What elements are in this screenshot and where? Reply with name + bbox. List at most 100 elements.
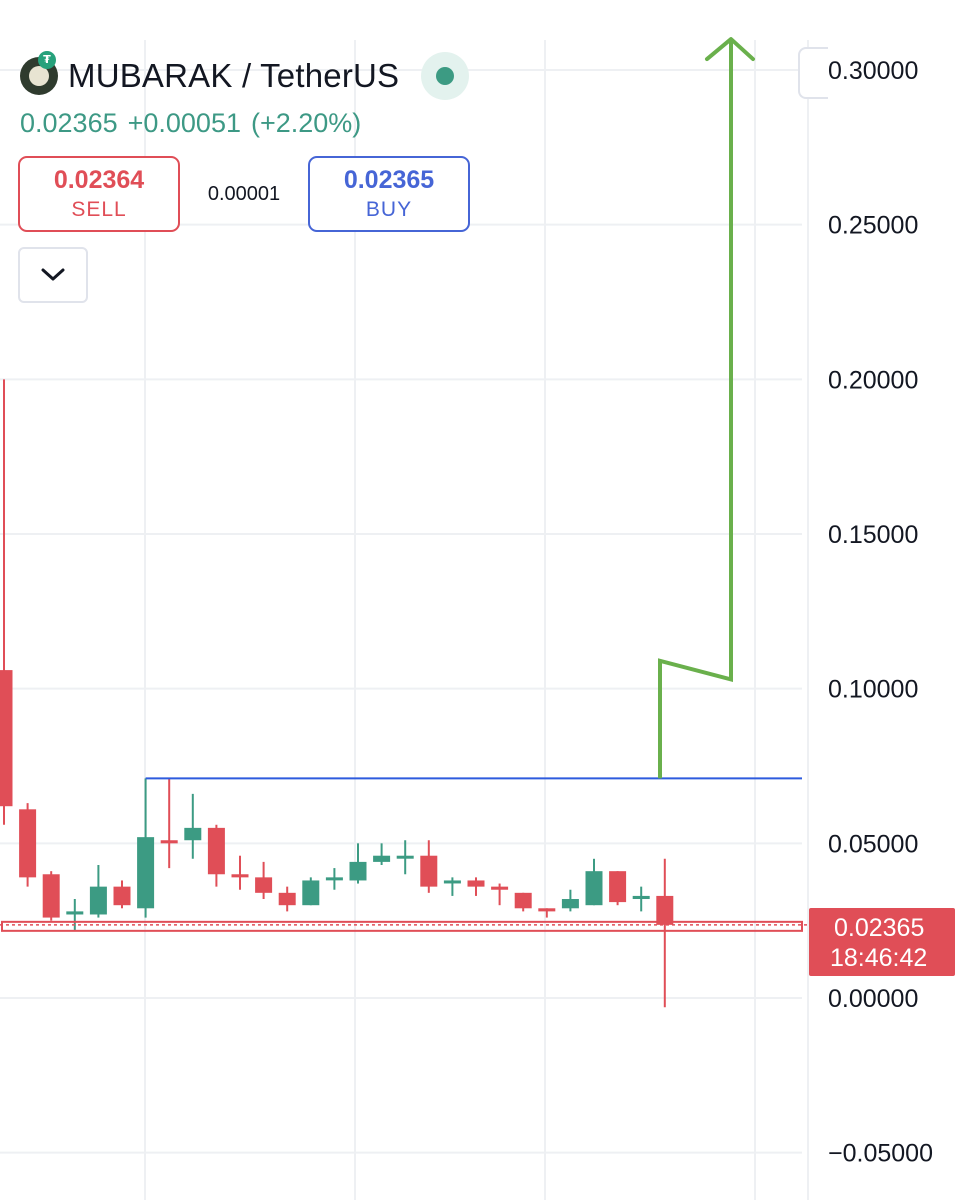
candle bbox=[420, 840, 438, 893]
price-levels bbox=[0, 777, 808, 932]
candle bbox=[585, 858, 603, 906]
y-tick-label: 0.00000 bbox=[828, 985, 918, 1013]
candle bbox=[325, 868, 343, 890]
candle-body bbox=[373, 855, 391, 862]
trade-panel: 0.02364 SELL 0.00001 0.02365 BUY bbox=[18, 156, 470, 232]
y-tick-label: 0.10000 bbox=[828, 676, 918, 704]
candle bbox=[396, 840, 414, 875]
forecast-arrow bbox=[658, 37, 755, 779]
sell-button[interactable]: 0.02364 SELL bbox=[18, 156, 180, 232]
candle bbox=[207, 824, 225, 887]
candle-body bbox=[514, 892, 532, 909]
candle-body bbox=[349, 861, 367, 881]
candle-body bbox=[255, 877, 273, 893]
candle-body bbox=[491, 886, 509, 890]
candle-body bbox=[443, 880, 461, 884]
arrow-head bbox=[705, 37, 755, 62]
candle-body bbox=[42, 874, 60, 918]
candle-body bbox=[137, 837, 155, 909]
candle bbox=[632, 886, 650, 912]
candle bbox=[609, 871, 627, 906]
y-tick-label: 0.30000 bbox=[828, 57, 918, 85]
candle bbox=[302, 877, 320, 906]
collapse-button[interactable] bbox=[18, 247, 88, 303]
candle bbox=[561, 889, 579, 912]
candlestick-series bbox=[0, 379, 674, 1008]
chart-grid bbox=[0, 40, 809, 1200]
y-tick-label: 0.15000 bbox=[828, 521, 918, 549]
candle bbox=[373, 843, 391, 865]
candle-body bbox=[207, 827, 225, 875]
candle bbox=[255, 861, 273, 900]
scale-toggle-button[interactable] bbox=[798, 47, 828, 99]
price-axis[interactable]: 0.30000 0.25000 0.20000 0.15000 0.10000 0.050… bbox=[828, 57, 933, 1168]
candle-body bbox=[19, 809, 37, 878]
y-tick-label: 0.20000 bbox=[828, 366, 918, 394]
arrow-shaft bbox=[658, 39, 733, 779]
candle bbox=[443, 877, 461, 896]
chevron-down-icon bbox=[41, 268, 65, 281]
candle-body bbox=[184, 827, 202, 841]
candle-body bbox=[302, 880, 320, 906]
coin-face bbox=[29, 66, 49, 86]
mubarak-coin-icon: ₮ bbox=[20, 51, 58, 95]
candle-body bbox=[66, 911, 84, 915]
candle-body bbox=[278, 892, 296, 906]
candle-body bbox=[0, 670, 13, 807]
y-tick-label: 0.05000 bbox=[828, 830, 918, 858]
candle-body bbox=[632, 895, 650, 900]
price-change-percent: (+2.20%) bbox=[250, 108, 362, 138]
candle-body bbox=[656, 895, 674, 925]
candle-body bbox=[467, 880, 485, 887]
candle bbox=[0, 379, 13, 825]
current-price-box[interactable] bbox=[1, 920, 803, 932]
quote-row: 0.02365 +0.00051 (+2.20%) bbox=[20, 108, 469, 139]
buy-price: 0.02365 bbox=[343, 166, 435, 194]
candle bbox=[113, 880, 131, 909]
candle bbox=[538, 908, 556, 918]
sell-price: 0.02364 bbox=[53, 166, 145, 194]
candle-body bbox=[231, 874, 249, 878]
buy-button[interactable]: 0.02365 BUY bbox=[308, 156, 470, 232]
candle bbox=[137, 778, 155, 918]
price-tag-background bbox=[809, 908, 955, 976]
symbol-header: ₮ MUBARAK / TetherUS 0.02365 +0.00051 (+2.… bbox=[20, 51, 470, 139]
candle-body bbox=[538, 908, 556, 912]
candle bbox=[19, 803, 37, 887]
candle bbox=[491, 883, 509, 906]
candle-body bbox=[609, 871, 627, 903]
spread-value: 0.00001 bbox=[207, 182, 281, 205]
candle-body bbox=[585, 871, 603, 906]
candle bbox=[89, 864, 107, 918]
buy-label: BUY bbox=[365, 198, 413, 221]
sell-label: SELL bbox=[71, 198, 127, 221]
candle-body bbox=[325, 877, 343, 881]
candle bbox=[514, 892, 532, 912]
candle-body bbox=[420, 855, 438, 887]
candle bbox=[349, 843, 367, 884]
candle bbox=[231, 855, 249, 890]
candle bbox=[278, 886, 296, 912]
candle-body bbox=[396, 855, 414, 859]
candle-body bbox=[113, 886, 131, 906]
candle bbox=[184, 793, 202, 859]
candle-body bbox=[160, 840, 178, 844]
y-tick-label: −0.05000 bbox=[828, 1140, 933, 1168]
candle-body bbox=[89, 886, 107, 915]
candle bbox=[467, 877, 485, 896]
candle bbox=[160, 778, 178, 869]
last-price: 0.02365 bbox=[20, 108, 118, 138]
price-tag-price: 0.02365 bbox=[834, 914, 924, 942]
candle bbox=[42, 871, 60, 921]
title-row: ₮ MUBARAK / TetherUS bbox=[20, 51, 470, 100]
candle bbox=[656, 858, 674, 1008]
market-status-indicator[interactable] bbox=[421, 52, 470, 100]
tether-icon: ₮ bbox=[38, 51, 56, 69]
y-tick-label: 0.25000 bbox=[828, 212, 918, 240]
candle-body bbox=[561, 899, 579, 909]
market-open-dot-icon bbox=[436, 67, 455, 85]
price-change: +0.00051 bbox=[127, 108, 241, 138]
price-tag-countdown: 18:46:42 bbox=[830, 944, 927, 972]
symbol-title[interactable]: MUBARAK / TetherUS bbox=[68, 57, 400, 94]
